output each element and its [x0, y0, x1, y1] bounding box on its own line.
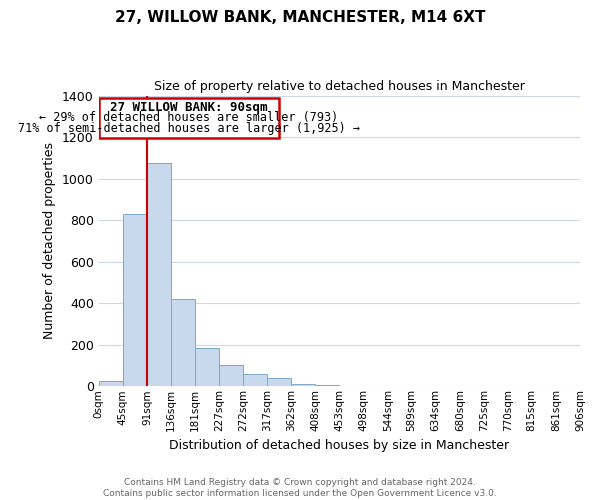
Bar: [99, 381, 122, 386]
Bar: [291, 384, 315, 386]
Bar: [195, 348, 219, 387]
Bar: [171, 299, 195, 386]
Bar: [243, 374, 267, 386]
Text: 27, WILLOW BANK, MANCHESTER, M14 6XT: 27, WILLOW BANK, MANCHESTER, M14 6XT: [115, 10, 485, 25]
Bar: [220, 366, 243, 386]
Text: Contains HM Land Registry data © Crown copyright and database right 2024.
Contai: Contains HM Land Registry data © Crown c…: [103, 478, 497, 498]
Title: Size of property relative to detached houses in Manchester: Size of property relative to detached ho…: [154, 80, 525, 93]
Bar: [99, 98, 280, 138]
X-axis label: Distribution of detached houses by size in Manchester: Distribution of detached houses by size …: [169, 440, 509, 452]
Bar: [267, 378, 291, 386]
Bar: [316, 385, 340, 386]
Text: ← 29% of detached houses are smaller (793): ← 29% of detached houses are smaller (79…: [40, 112, 338, 124]
Y-axis label: Number of detached properties: Number of detached properties: [43, 142, 56, 340]
Text: 71% of semi-detached houses are larger (1,925) →: 71% of semi-detached houses are larger (…: [18, 122, 360, 134]
Bar: [122, 214, 146, 386]
Text: 27 WILLOW BANK: 90sqm: 27 WILLOW BANK: 90sqm: [110, 102, 268, 114]
Bar: [147, 163, 171, 386]
